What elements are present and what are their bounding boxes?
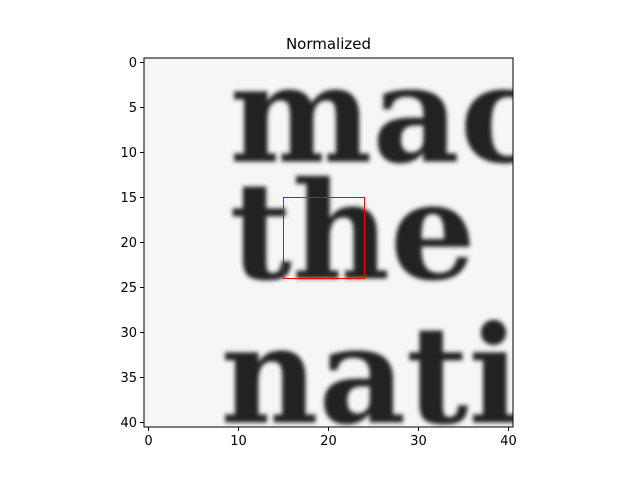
image-text-line-2: nati xyxy=(221,296,520,455)
chart-title: Normalized xyxy=(286,35,371,53)
y-axis-ticks: 0 5 10 15 20 25 30 35 40 xyxy=(120,56,144,431)
image-text-line-0: mac xyxy=(230,35,543,194)
y-tick-label: 0 xyxy=(129,56,137,71)
y-tick-label: 30 xyxy=(120,326,137,341)
x-tick-label: 30 xyxy=(410,434,427,449)
y-tick-label: 10 xyxy=(120,146,137,161)
x-axis-ticks: 0 10 20 30 40 xyxy=(144,427,517,449)
x-tick-label: 10 xyxy=(230,434,247,449)
y-tick-label: 35 xyxy=(120,371,137,386)
y-tick-label: 15 xyxy=(120,191,137,206)
x-tick-label: 40 xyxy=(500,434,517,449)
x-tick-label: 0 xyxy=(144,434,152,449)
y-tick-label: 5 xyxy=(129,101,137,116)
y-tick-label: 25 xyxy=(120,281,137,296)
y-tick-label: 20 xyxy=(120,236,137,251)
highlight-box xyxy=(283,197,365,279)
y-tick-label: 40 xyxy=(120,416,137,431)
x-tick-label: 20 xyxy=(320,434,337,449)
image-text-line-1: the xyxy=(230,152,476,311)
image-background xyxy=(144,58,513,427)
